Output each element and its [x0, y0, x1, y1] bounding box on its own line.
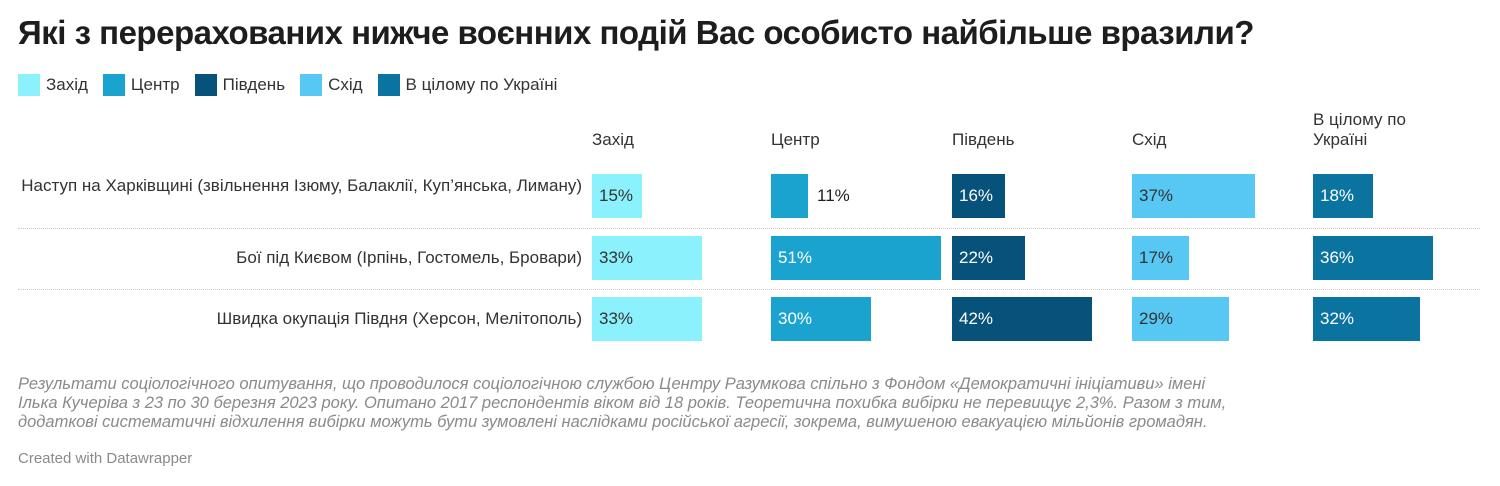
legend-item: Центр	[102, 74, 180, 96]
bar	[771, 297, 871, 341]
bar	[1132, 297, 1229, 341]
column-header: Південь	[952, 130, 1015, 149]
row-label: Бої під Києвом (Ірпінь, Гостомель, Брова…	[236, 248, 582, 267]
bar	[952, 236, 1025, 280]
legend-label: Центр	[130, 75, 180, 94]
bar-value-label: 18%	[1320, 186, 1355, 205]
bar	[1313, 297, 1420, 341]
legend-label: Захід	[46, 75, 88, 94]
bar	[592, 236, 702, 280]
bar-value-label: 33%	[599, 248, 634, 267]
bar-value-label: 11%	[817, 186, 850, 205]
chart-notes: Результати соціологічного опитування, що…	[18, 375, 1227, 431]
legend-swatch	[194, 74, 217, 96]
bar	[1313, 236, 1433, 280]
bar-value-label: 33%	[599, 309, 634, 328]
bar-value-label: 30%	[778, 309, 813, 328]
bar-value-label: 37%	[1139, 186, 1174, 205]
row-label: Швидка окупація Півдня (Херсон, Мелітопо…	[216, 309, 582, 328]
bar-value-label: 42%	[959, 309, 994, 328]
credit-text: Created with Datawrapper	[18, 450, 193, 467]
legend-swatch	[300, 74, 323, 96]
legend: Захід Центр Південь Схід В цілому по Україні	[18, 74, 572, 96]
legend-swatch	[18, 74, 40, 96]
chart-title: Які з перерахованих нижче воєнних подій …	[18, 14, 1254, 51]
row-separator	[18, 289, 1480, 290]
bar	[1132, 236, 1189, 280]
bar	[771, 174, 808, 218]
bar-value-label: 51%	[778, 248, 813, 267]
column-header: В цілому по Україні	[1313, 110, 1406, 149]
row-separator	[18, 228, 1480, 229]
legend-label: Схід	[328, 75, 363, 94]
bar-value-label: 17%	[1139, 248, 1174, 267]
column-header: Схід	[1132, 130, 1167, 149]
bar	[592, 297, 702, 341]
bar-value-label: 32%	[1320, 309, 1355, 328]
legend-swatch	[102, 74, 125, 96]
bar	[1132, 174, 1255, 218]
legend-item: Схід	[300, 74, 363, 96]
row-label: Наступ на Харківщині (звільнення Ізюму, …	[21, 176, 582, 195]
bar	[771, 236, 941, 280]
bar-value-label: 22%	[959, 248, 994, 267]
bar	[952, 297, 1092, 341]
legend-label: В цілому по Україні	[405, 75, 558, 94]
column-header: Центр	[771, 130, 820, 149]
legend-item: Південь	[194, 74, 286, 96]
bar	[592, 174, 642, 218]
bar	[1313, 174, 1373, 218]
bar	[952, 174, 1005, 218]
legend-swatch	[377, 74, 400, 96]
column-header: Захід	[592, 130, 634, 149]
legend-item: В цілому по Україні	[377, 74, 558, 96]
legend-item: Захід	[18, 74, 88, 96]
bar-value-label: 29%	[1139, 309, 1174, 328]
bar-value-label: 36%	[1320, 248, 1355, 267]
bar-value-label: 15%	[599, 186, 634, 205]
bar-value-label: 16%	[959, 186, 994, 205]
legend-label: Південь	[222, 75, 286, 94]
